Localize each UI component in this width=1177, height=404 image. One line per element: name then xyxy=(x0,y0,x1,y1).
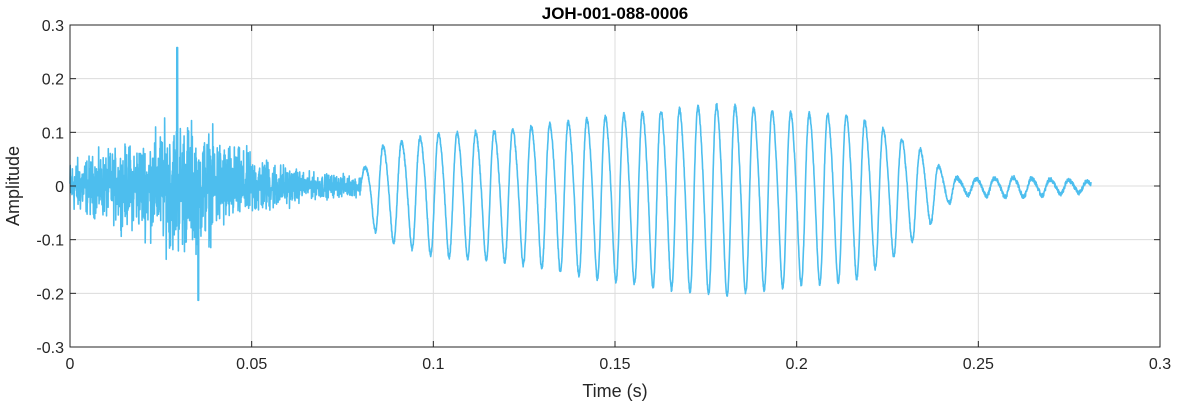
x-tick-label: 0.25 xyxy=(963,356,994,373)
x-axis-label: Time (s) xyxy=(582,381,647,401)
x-tick-label: 0.15 xyxy=(599,356,630,373)
y-tick-label: 0.1 xyxy=(42,125,64,142)
x-tick-label: 0.05 xyxy=(236,356,267,373)
series-layer xyxy=(69,46,1092,302)
amplitude-series-line xyxy=(69,46,1092,302)
y-tick-label: 0.3 xyxy=(42,18,64,35)
y-tick-label: 0.2 xyxy=(42,72,64,89)
x-tick-label: 0.3 xyxy=(1149,356,1171,373)
x-tick-label: 0 xyxy=(66,356,75,373)
tick-marks xyxy=(69,24,1161,348)
y-tick-label: -0.3 xyxy=(36,340,64,357)
y-axis-label: Amplitude xyxy=(3,146,23,226)
x-tick-label: 0.1 xyxy=(422,356,444,373)
y-tick-label: 0 xyxy=(55,179,64,196)
y-tick-label: -0.2 xyxy=(36,286,64,303)
y-tick-label: -0.1 xyxy=(36,233,64,250)
x-tick-label: 0.2 xyxy=(786,356,808,373)
chart-title: JOH-001-088-0006 xyxy=(542,4,688,23)
tick-labels: 0 0.05 0.1 0.15 0.2 0.25 0.3 -0.3 -0.2 -0.1 0 0.1 0.… xyxy=(36,18,1171,373)
